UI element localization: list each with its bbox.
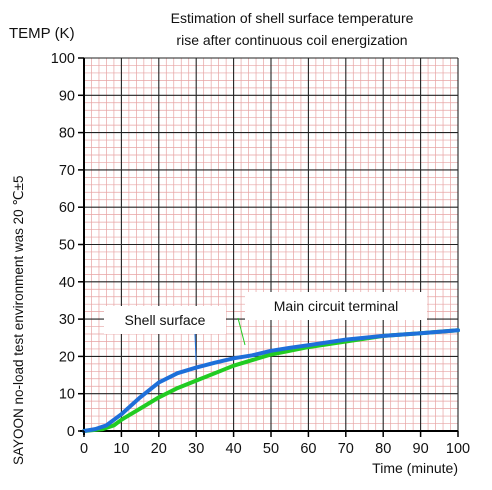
terminal-callout-bg [245,292,427,320]
x-axis-title: Time (minute) [372,460,458,476]
shell-surface-line [82,328,460,433]
y-axis-title: TEMP (K) [9,25,75,42]
x-tick-label: 70 [338,441,354,457]
x-tick-label: 10 [113,441,129,457]
series-lines [82,328,460,433]
y-tick-label: 80 [59,126,75,142]
side-note: SAYOON no-load test environment was 20 ℃… [11,176,26,465]
y-tick-label: 70 [59,163,75,179]
y-tick-label: 20 [59,349,75,365]
y-tick-label: 100 [51,51,75,67]
shell-surface-callout-bg [104,306,226,334]
shell-surface-callout: Shell surface [125,312,206,328]
terminal-callout: Main circuit terminal [274,298,398,314]
y-tick-label: 30 [59,312,75,328]
x-tick-label: 50 [263,441,279,457]
terminal-pointer [237,317,246,346]
y-tick-label: 0 [67,424,75,440]
x-tick-label: 30 [188,441,204,457]
y-tick-label: 50 [59,238,75,254]
y-tick-label: 60 [59,200,75,216]
shell-surface-pointer [194,333,197,361]
chart-title-line-1: Estimation of shell surface temperature [171,10,414,26]
tick-labels: 0 10 20 30 40 50 60 70 80 90 100 0 10 20 30 40 50 60 70 80 9… [51,51,470,457]
x-tick-label: 90 [413,441,429,457]
chart-title-line-2: rise after continuous coil energization [176,32,407,48]
x-tick-label: 100 [446,441,470,457]
y-tick-label: 90 [59,88,75,104]
y-tick-label: 10 [59,387,75,403]
x-tick-label: 80 [375,441,391,457]
x-tick-label: 40 [226,441,242,457]
x-tick-label: 0 [80,441,88,457]
x-tick-label: 60 [300,441,316,457]
y-tick-label: 40 [59,275,75,291]
x-tick-label: 20 [151,441,167,457]
